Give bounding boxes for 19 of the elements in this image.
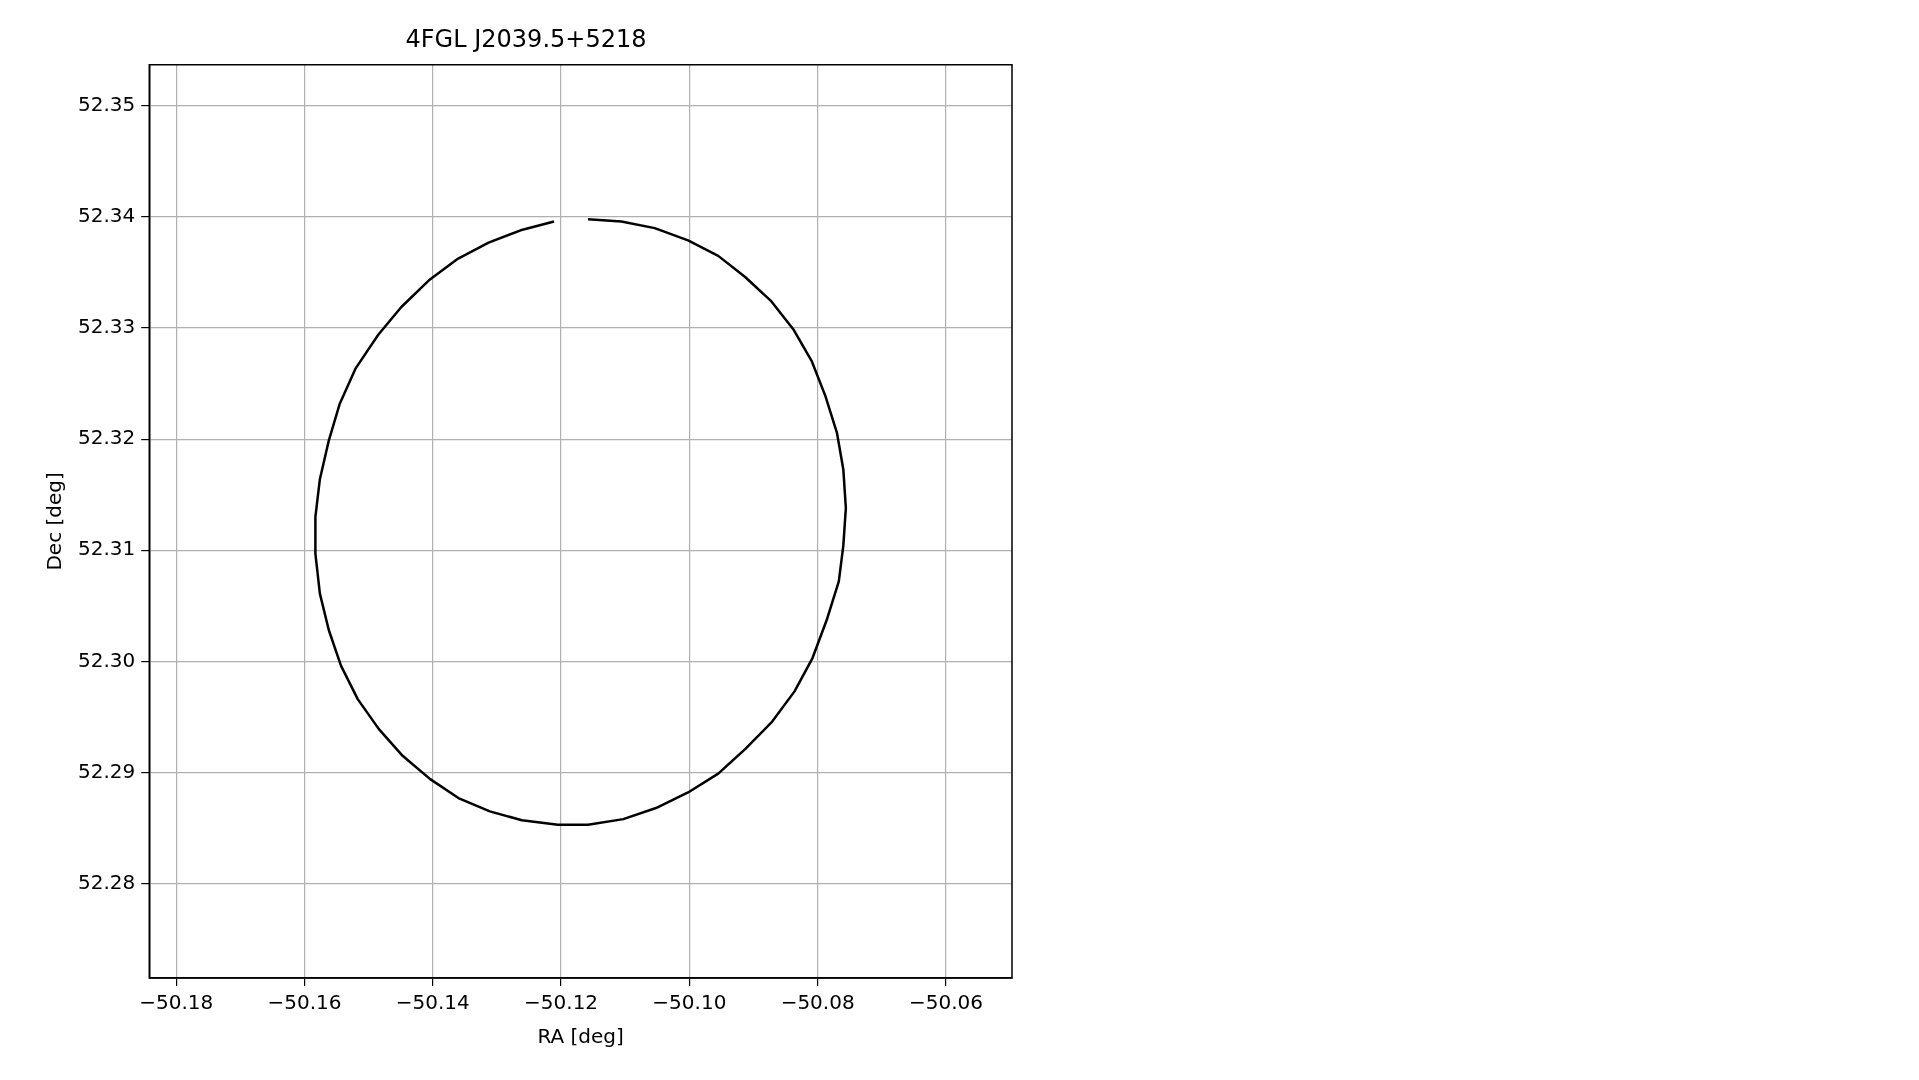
y-tick-label: 52.33 (77, 314, 136, 339)
line-series (314, 217, 848, 826)
y-tick-label: 52.29 (77, 758, 136, 783)
x-axis-title: RA [deg] (537, 1024, 624, 1049)
x-tick-label: −50.18 (139, 990, 214, 1015)
y-axis-title: Dec [deg] (42, 472, 67, 571)
x-tick-label: −50.10 (652, 990, 727, 1015)
y-tick-label: 52.30 (77, 647, 136, 672)
x-tick-label: −50.08 (780, 990, 855, 1015)
chart-title: 4FGL J2039.5+5218 (405, 24, 647, 53)
y-tick-label: 52.28 (77, 869, 136, 894)
y-tick-label: 52.34 (77, 203, 136, 228)
y-tick-label: 52.31 (77, 536, 136, 561)
x-tick-label: −50.06 (908, 990, 983, 1015)
x-tick-label: −50.14 (395, 990, 470, 1015)
x-tick-label: −50.16 (267, 990, 342, 1015)
y-tick-label: 52.32 (77, 425, 136, 450)
y-tick-label: 52.35 (77, 92, 136, 117)
x-tick-label: −50.12 (524, 990, 599, 1015)
